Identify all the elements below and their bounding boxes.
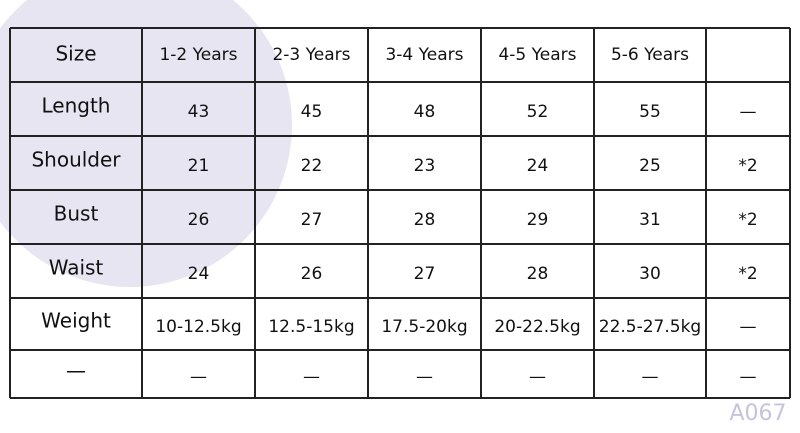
- row-label: Weight: [41, 309, 111, 333]
- row-label: Waist: [49, 256, 104, 280]
- table-cell: 26: [188, 210, 210, 230]
- table-cell: 22.5-27.5kg: [599, 317, 701, 337]
- table-cell: *2: [738, 210, 757, 230]
- table-cell: 28: [414, 210, 436, 230]
- table-cell: 48: [414, 102, 436, 122]
- table-cell: 27: [301, 210, 323, 230]
- table-cell: 31: [639, 210, 661, 230]
- table-cell: 24: [188, 264, 210, 284]
- table-cell: —: [740, 367, 757, 387]
- table-cell: 29: [527, 210, 549, 230]
- product-code: A067: [729, 401, 786, 426]
- table-cell: *2: [738, 264, 757, 284]
- table-cell: 23: [414, 156, 436, 176]
- table-cell: 25: [639, 156, 661, 176]
- table-cell: —: [416, 367, 433, 387]
- table-cell: 22: [301, 156, 323, 176]
- row-label: Length: [42, 94, 111, 118]
- table-cell: 24: [527, 156, 549, 176]
- table-cell: *2: [738, 156, 757, 176]
- table-cell: 28: [527, 264, 549, 284]
- table-cell: 21: [188, 156, 210, 176]
- header-cell: 5-6 Years: [611, 45, 689, 65]
- table-cell: 55: [639, 102, 661, 122]
- table-cell: 20-22.5kg: [494, 317, 580, 337]
- table-cell: 45: [301, 102, 323, 122]
- row-label: Bust: [54, 202, 99, 226]
- table-cell: —: [642, 367, 659, 387]
- table-cell: 52: [527, 102, 549, 122]
- row-label: —: [66, 359, 86, 383]
- table-cell: —: [529, 367, 546, 387]
- table-cell: 30: [639, 264, 661, 284]
- header-cell: 4-5 Years: [498, 45, 576, 65]
- table-cell: 12.5-15kg: [268, 317, 354, 337]
- background-circle: [0, 0, 292, 287]
- table-cell: 27: [414, 264, 436, 284]
- table-cell: —: [303, 367, 320, 387]
- header-cell: 1-2 Years: [159, 45, 237, 65]
- header-cell: 3-4 Years: [385, 45, 463, 65]
- table-cell: 10-12.5kg: [155, 317, 241, 337]
- table-cell: 26: [301, 264, 323, 284]
- table-cell: —: [740, 102, 757, 122]
- table-grid: [9, 27, 791, 399]
- table-cell: —: [740, 317, 757, 337]
- table-cell: 17.5-20kg: [381, 317, 467, 337]
- table-cell: —: [190, 367, 207, 387]
- table-cell: 43: [188, 102, 210, 122]
- header-cell: 2-3 Years: [272, 45, 350, 65]
- header-label: Size: [55, 42, 96, 66]
- row-label: Shoulder: [31, 148, 121, 172]
